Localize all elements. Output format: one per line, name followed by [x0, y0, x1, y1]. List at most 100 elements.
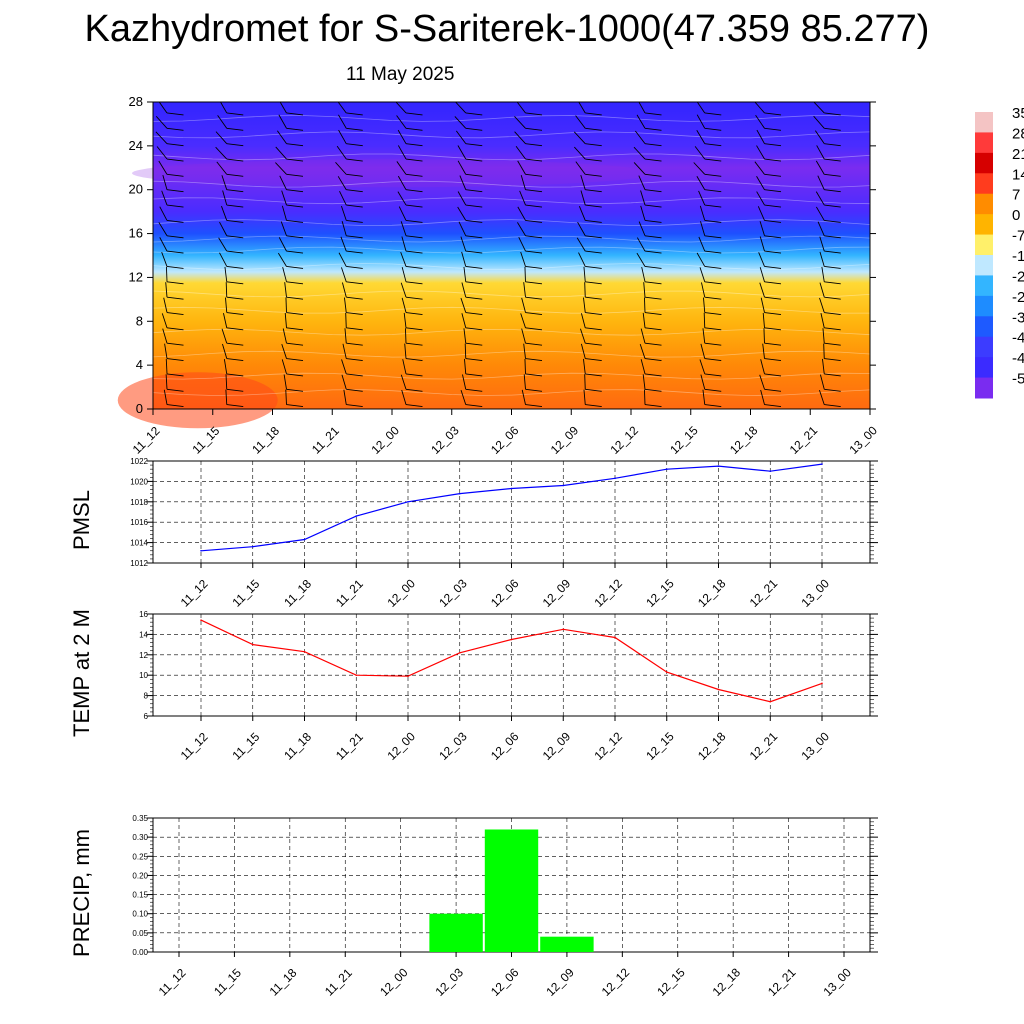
heatmap-xtick-label: 12_15: [667, 423, 701, 457]
wind-barb: [702, 328, 706, 344]
wind-barb-flag: [405, 312, 423, 315]
wind-barb-flag: [346, 235, 363, 239]
wind-barb-flag: [525, 219, 543, 223]
wind-barb-flag: [525, 127, 543, 131]
wind-barb-flag: [465, 281, 483, 285]
xtick-label: 12_21: [765, 965, 799, 999]
temp-2m-panel: 6 8 10 12 14 16 11_12 11_15 11_18 11_21 12_00 12_03…: [69, 609, 878, 763]
wind-barb: [400, 374, 407, 390]
wind-barb-flag: [525, 189, 543, 193]
ytick-label: 0.10: [132, 910, 148, 919]
wind-barb-flag: [226, 388, 244, 392]
wind-barb: [225, 297, 228, 313]
heatmap-xtick-label: 12_18: [727, 423, 761, 457]
ytick-label: 0.00: [132, 948, 148, 957]
heatmap-ytick-label: 16: [129, 226, 143, 241]
series-point: [458, 651, 461, 654]
wind-barb: [165, 282, 168, 298]
wind-barb: [164, 343, 168, 359]
xtick-label: 12_09: [540, 576, 574, 610]
wind-barb-flag: [226, 327, 244, 331]
wind-barb: [397, 145, 407, 160]
wind-barb-flag: [585, 250, 602, 254]
wind-barb-flag: [286, 127, 304, 131]
wind-barb: [643, 282, 646, 298]
wind-barb: [643, 389, 646, 405]
wind-barb: [640, 359, 646, 375]
wind-barb-flag: [525, 143, 543, 147]
contour-lines: [153, 115, 870, 396]
wind-barb: [338, 252, 347, 267]
contour-line: [153, 219, 870, 226]
wind-barb: [642, 312, 646, 328]
wind-barb-flag: [704, 204, 722, 208]
wind-barb: [575, 115, 586, 129]
series-point: [458, 492, 461, 495]
precip-bar: [429, 913, 483, 952]
contour-line: [153, 153, 870, 161]
wind-barb: [338, 114, 347, 129]
wind-barb-flag: [824, 266, 841, 269]
wind-barb-flag: [286, 219, 304, 223]
wind-barb: [461, 251, 467, 267]
wind-barb: [696, 252, 706, 267]
wind-barb: [222, 190, 228, 206]
xtick-label: 12_12: [599, 965, 633, 999]
wind-barb-flag: [166, 173, 184, 177]
wind-barb: [281, 343, 287, 359]
wind-barb: [219, 252, 228, 267]
wind-barb: [218, 237, 228, 252]
wind-barb-flag: [824, 127, 841, 131]
wind-barb-flag: [166, 296, 184, 300]
contour-line: [153, 263, 870, 270]
wind-barb-flag: [644, 296, 662, 300]
wind-barb: [817, 175, 825, 190]
wind-barb-flag: [166, 219, 184, 223]
series-point: [562, 484, 565, 487]
wind-barb: [400, 221, 407, 236]
wind-barb-flag: [764, 250, 782, 254]
wind-barb-flag: [465, 312, 483, 315]
wind-barb-flag: [704, 266, 722, 269]
wind-barb: [278, 114, 287, 129]
wind-barb: [816, 145, 825, 160]
wind-barb-flag: [704, 404, 722, 408]
wind-barb: [225, 374, 228, 390]
colorbar-swatch: [975, 173, 993, 195]
wind-barb: [401, 267, 407, 282]
wind-barb-flag: [644, 312, 662, 315]
wind-barb-flag: [585, 281, 602, 285]
wind-barb: [580, 343, 586, 359]
wind-barb-flag: [346, 404, 363, 408]
ytick-label: 0.35: [132, 814, 148, 823]
colorbar-label: 7: [1012, 187, 1020, 204]
wind-barb: [583, 389, 586, 405]
series-point: [407, 501, 409, 503]
wind-barb: [815, 191, 825, 206]
xtick-label: 12_00: [377, 965, 411, 999]
wind-barb: [404, 343, 407, 359]
heatmap-xtick-label: 11_12: [130, 424, 163, 457]
wind-barb: [281, 190, 287, 206]
colorbar-swatch: [975, 336, 993, 358]
colorbar-label: -28: [1012, 289, 1024, 306]
wind-barb-flag: [226, 219, 244, 223]
wind-barb-flag: [226, 312, 244, 315]
wind-barb: [397, 175, 407, 190]
wind-barb-flag: [465, 296, 483, 300]
series-point: [251, 545, 254, 548]
wind-barb: [161, 190, 168, 206]
heatmap-xtick-label: 12_03: [428, 423, 462, 457]
xtick-label: 12_18: [710, 965, 744, 999]
wind-barb-flag: [704, 143, 722, 147]
wind-barb-flag: [525, 342, 543, 346]
wind-barb: [700, 343, 706, 359]
wind-barb-flag: [704, 189, 722, 193]
wind-barb: [454, 116, 467, 129]
wind-barb-flag: [704, 342, 722, 346]
wind-barb-flag: [405, 358, 423, 362]
wind-barb: [575, 161, 586, 175]
wind-barb-flag: [644, 327, 662, 331]
xtick-label: 12_21: [747, 729, 781, 763]
wind-barb-flag: [764, 143, 782, 147]
